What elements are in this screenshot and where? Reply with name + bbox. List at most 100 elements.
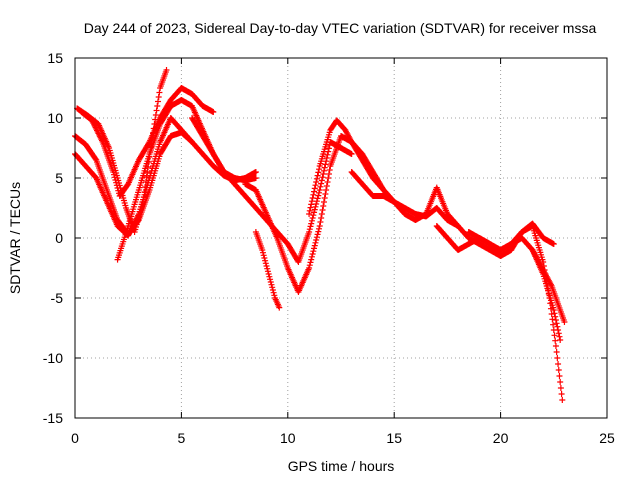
grid-lines bbox=[75, 58, 607, 418]
data-series bbox=[114, 97, 259, 263]
data-point bbox=[313, 179, 320, 185]
data-point bbox=[545, 291, 552, 297]
chart-title: Day 244 of 2023, Sidereal Day-to-day VTE… bbox=[84, 20, 597, 36]
data-point bbox=[163, 67, 170, 73]
data-point bbox=[550, 307, 557, 313]
data-point bbox=[311, 245, 318, 252]
data-point bbox=[268, 281, 275, 288]
data-point bbox=[320, 203, 327, 209]
data-point bbox=[155, 94, 162, 100]
data-point bbox=[313, 237, 320, 243]
data-point bbox=[269, 287, 276, 293]
data-point bbox=[269, 284, 276, 291]
data-point bbox=[264, 268, 271, 275]
data-point bbox=[252, 169, 259, 175]
data-point bbox=[320, 167, 327, 174]
data-point bbox=[314, 231, 321, 238]
data-point bbox=[308, 220, 315, 227]
data-point bbox=[306, 262, 313, 269]
x-tick-label: 0 bbox=[71, 430, 79, 446]
data-point bbox=[559, 397, 566, 403]
data-point bbox=[113, 179, 120, 186]
data-point bbox=[308, 256, 315, 263]
data-point bbox=[307, 204, 314, 211]
data-point bbox=[551, 332, 558, 339]
data-point bbox=[552, 313, 559, 320]
data-point bbox=[319, 207, 326, 213]
y-tick-label: -10 bbox=[43, 350, 63, 366]
axis-ticks: 0 5 10 15 20 25 -15 -10 -5 0 5 10 15 bbox=[43, 50, 615, 446]
data-point bbox=[92, 155, 99, 162]
data-point bbox=[310, 212, 317, 219]
data-point bbox=[309, 215, 316, 221]
data-point bbox=[552, 343, 559, 349]
data-point bbox=[546, 295, 553, 301]
data-point bbox=[557, 385, 564, 391]
data-series bbox=[529, 247, 568, 325]
y-tick-label: 15 bbox=[47, 50, 63, 66]
data-point bbox=[111, 171, 118, 178]
data-point bbox=[252, 175, 259, 181]
data-point bbox=[318, 180, 325, 187]
data-point bbox=[188, 138, 195, 145]
data-series bbox=[497, 223, 566, 403]
data-point bbox=[315, 228, 322, 235]
x-tick-label: 10 bbox=[280, 430, 296, 446]
data-point bbox=[143, 174, 150, 180]
data-point bbox=[323, 183, 330, 189]
data-point bbox=[321, 195, 328, 201]
data-point bbox=[313, 175, 320, 182]
data-point bbox=[557, 337, 564, 343]
data-point bbox=[313, 234, 320, 241]
data-point bbox=[267, 276, 274, 283]
data-point bbox=[325, 175, 332, 181]
data-point bbox=[325, 145, 332, 152]
data-point bbox=[306, 229, 313, 235]
data-point bbox=[547, 305, 554, 312]
data-point bbox=[316, 166, 323, 173]
data-point bbox=[267, 279, 274, 285]
data-point bbox=[547, 300, 554, 307]
data-point bbox=[316, 223, 323, 229]
data-point bbox=[259, 249, 266, 256]
data-point bbox=[316, 187, 323, 193]
y-tick-label: 0 bbox=[55, 230, 63, 246]
data-point bbox=[306, 265, 313, 271]
data-point bbox=[549, 316, 556, 323]
data-point bbox=[319, 174, 326, 181]
data-point bbox=[266, 273, 273, 280]
data-point bbox=[310, 191, 317, 198]
data-point bbox=[306, 211, 313, 217]
data-point bbox=[153, 107, 160, 114]
data-point bbox=[312, 203, 319, 210]
data-point bbox=[323, 155, 330, 161]
data-point bbox=[551, 310, 558, 317]
data-point bbox=[550, 327, 557, 333]
data-point bbox=[547, 281, 554, 288]
data-point bbox=[554, 323, 561, 330]
x-axis-label: GPS time / hours bbox=[288, 458, 395, 474]
data-point bbox=[265, 271, 272, 277]
data-point bbox=[262, 257, 269, 264]
data-point bbox=[113, 182, 120, 189]
x-tick-label: 15 bbox=[386, 430, 402, 446]
data-point bbox=[114, 185, 121, 191]
data-point bbox=[110, 169, 117, 175]
data-point bbox=[308, 201, 315, 208]
data-point bbox=[271, 292, 278, 299]
data-point bbox=[261, 255, 268, 261]
x-tick-label: 25 bbox=[599, 430, 615, 446]
data-point bbox=[260, 252, 267, 259]
data-point bbox=[317, 183, 324, 190]
data-point bbox=[311, 242, 318, 249]
data-series bbox=[252, 229, 283, 311]
data-point bbox=[308, 198, 315, 205]
data-point bbox=[262, 260, 269, 267]
y-tick-label: -15 bbox=[43, 410, 63, 426]
data-point bbox=[263, 263, 270, 269]
data-point bbox=[112, 177, 119, 183]
data-point bbox=[348, 151, 355, 157]
y-axis-label: SDTVAR / TECUs bbox=[7, 182, 23, 294]
data-point bbox=[552, 317, 559, 323]
